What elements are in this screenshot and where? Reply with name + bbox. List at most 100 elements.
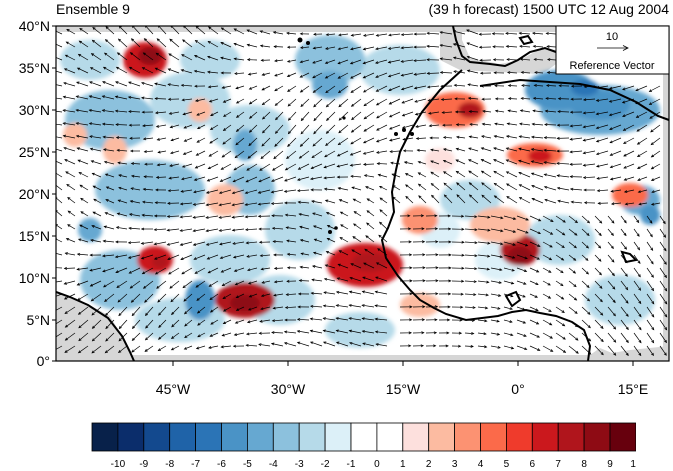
wind-vector-head bbox=[312, 46, 316, 50]
wind-vector-head bbox=[582, 151, 586, 155]
wind-vector bbox=[638, 189, 648, 193]
wind-vector bbox=[118, 187, 128, 191]
wind-vector-head bbox=[403, 161, 408, 164]
wind-vector-head bbox=[374, 304, 378, 308]
wind-vector-head bbox=[323, 291, 327, 295]
wind-vector bbox=[443, 182, 453, 191]
wind-vector-head bbox=[104, 173, 109, 177]
wind-vector bbox=[570, 188, 583, 191]
wind-vector-head bbox=[636, 233, 640, 237]
wind-vector-head bbox=[400, 87, 405, 91]
wind-vector bbox=[300, 85, 310, 93]
wind-vector-head bbox=[621, 100, 626, 104]
wind-vector bbox=[63, 96, 76, 100]
wind-vector-head bbox=[611, 202, 615, 206]
wind-vector bbox=[555, 345, 566, 353]
wind-vector bbox=[180, 215, 193, 218]
wind-vector-head bbox=[548, 270, 552, 273]
wind-vector bbox=[66, 41, 76, 48]
wind-vector bbox=[620, 267, 628, 277]
wind-vector-head bbox=[549, 244, 553, 248]
wind-vector-head bbox=[426, 71, 430, 75]
wind-vector-head bbox=[524, 243, 529, 247]
wind-vector-head bbox=[362, 276, 366, 280]
wind-vector bbox=[611, 189, 622, 192]
wind-vector-head bbox=[309, 329, 313, 333]
wind-vector-head bbox=[362, 61, 366, 65]
wind-vector bbox=[170, 26, 180, 35]
wind-vector bbox=[456, 136, 466, 139]
wind-vector bbox=[63, 82, 76, 87]
wind-vector-head bbox=[405, 184, 409, 188]
colorbar-label: -8 bbox=[165, 459, 174, 468]
wind-vector-head bbox=[130, 299, 135, 303]
wind-vector bbox=[610, 150, 622, 156]
wind-vector bbox=[102, 81, 115, 87]
wind-vector bbox=[455, 159, 466, 165]
colorbar-box bbox=[324, 422, 352, 452]
wind-vector-head bbox=[650, 261, 654, 265]
wind-vector bbox=[168, 68, 180, 74]
wind-vector bbox=[531, 185, 544, 191]
colorbar-box bbox=[91, 422, 119, 452]
wind-vector bbox=[365, 235, 375, 243]
wind-vector-head bbox=[494, 84, 498, 88]
contour-region bbox=[230, 295, 260, 311]
wind-vector bbox=[377, 163, 388, 165]
wind-vector bbox=[547, 72, 557, 74]
wind-vector bbox=[351, 124, 362, 133]
wind-vector bbox=[597, 189, 609, 192]
wind-vector-head bbox=[455, 123, 460, 127]
wind-vector-head bbox=[52, 350, 55, 352]
wind-vector-head bbox=[390, 161, 394, 165]
colorbar-box bbox=[195, 422, 222, 452]
wind-vector-head bbox=[246, 320, 251, 324]
colorbar-label: -1 bbox=[347, 459, 356, 468]
wind-vector-head bbox=[53, 252, 56, 254]
wind-vector-head bbox=[103, 284, 107, 288]
wind-vector-head bbox=[532, 109, 536, 113]
wind-vector-head bbox=[598, 245, 602, 249]
wind-vector bbox=[464, 228, 477, 231]
wind-vector bbox=[531, 172, 544, 178]
wind-vector-head bbox=[649, 234, 653, 238]
wind-vector-head bbox=[338, 104, 342, 108]
wind-vector bbox=[167, 228, 180, 231]
colorbar-label: 7 bbox=[555, 459, 561, 468]
wind-vector-head bbox=[158, 312, 162, 316]
wind-vector-head bbox=[518, 147, 522, 151]
wind-vector-head bbox=[362, 151, 367, 155]
wind-vector bbox=[477, 254, 490, 257]
wind-vector bbox=[131, 38, 141, 48]
wind-vector bbox=[414, 98, 427, 103]
wind-vector-head bbox=[663, 352, 667, 356]
wind-vector bbox=[128, 96, 141, 100]
wind-vector-head bbox=[143, 38, 148, 42]
colorbar-label: 3 bbox=[452, 459, 458, 468]
wind-vector-head bbox=[512, 255, 516, 259]
wind-vector bbox=[646, 293, 655, 304]
wind-vector-head bbox=[299, 32, 303, 36]
reference-vector-box: 10 Reference Vector bbox=[555, 25, 670, 75]
wind-vector bbox=[180, 202, 193, 205]
wind-vector-head bbox=[623, 190, 628, 193]
wind-vector-head bbox=[260, 267, 264, 271]
wind-vector bbox=[365, 186, 375, 191]
wind-vector-head bbox=[130, 162, 135, 166]
wind-vector-head bbox=[448, 279, 452, 283]
wind-vector-head bbox=[350, 103, 355, 107]
wind-vector bbox=[261, 137, 271, 147]
wind-vector-head bbox=[118, 174, 122, 177]
wind-vector-head bbox=[335, 290, 340, 294]
wind-vector-head bbox=[181, 164, 186, 168]
wind-vector bbox=[104, 293, 115, 302]
wind-vector-head bbox=[556, 136, 560, 140]
wind-vector-head bbox=[128, 226, 132, 230]
wind-vector bbox=[351, 249, 362, 256]
wind-vector-head bbox=[286, 156, 290, 160]
wind-vector-head bbox=[207, 166, 211, 170]
wind-vector-head bbox=[298, 212, 302, 216]
wind-vector-head bbox=[500, 229, 504, 233]
wind-vector bbox=[620, 332, 629, 343]
wind-vector-head bbox=[77, 297, 81, 301]
